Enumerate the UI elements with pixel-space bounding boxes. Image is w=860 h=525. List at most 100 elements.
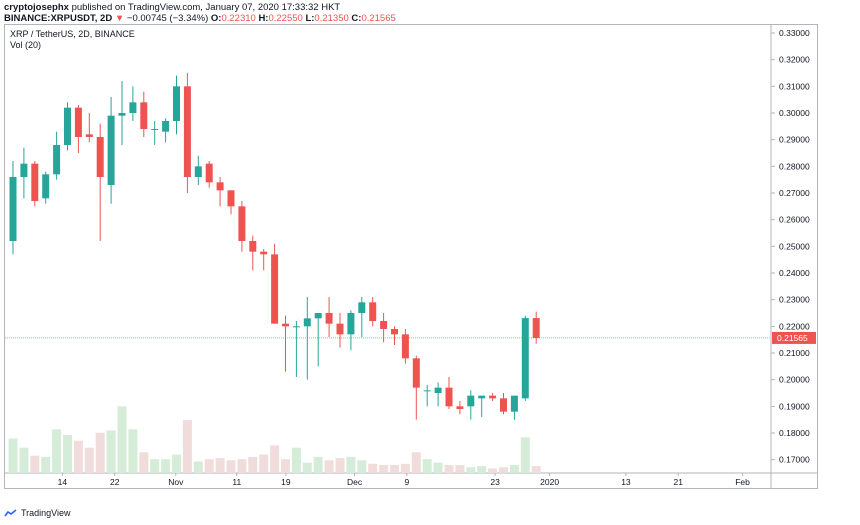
low-value: 0.21350: [314, 13, 349, 24]
open-value: 0.22310: [221, 13, 256, 24]
volume-bar: [226, 460, 236, 473]
volume-bar: [346, 456, 356, 473]
candle-body: [271, 254, 279, 324]
time-tick-label: Dec: [347, 477, 363, 487]
time-tick-label: 13: [621, 477, 631, 487]
volume-bar: [248, 456, 258, 473]
price-tick-label: 0.24000: [779, 268, 810, 278]
volume-bar: [106, 430, 116, 473]
publish-details: published on TradingView.com, January 07…: [71, 2, 341, 13]
candle-body: [489, 395, 497, 399]
time-tick-label: 19: [281, 477, 291, 487]
volume-bar: [41, 456, 51, 473]
volume-bar: [95, 432, 105, 473]
volume-bar: [8, 438, 18, 473]
candle-body: [74, 107, 82, 137]
volume-bar: [444, 464, 454, 473]
candlestick-chart[interactable]: 0.17000 0.18000 0.19000 0.20000 0.21000 0.220…: [5, 25, 817, 488]
candle-body: [456, 406, 464, 409]
volume-bar: [422, 459, 432, 473]
volume-bar: [172, 454, 181, 473]
volume-bar: [499, 467, 508, 473]
price-tick-label: 0.28000: [779, 161, 810, 171]
time-tick-label: 22: [110, 477, 120, 487]
volume-bar: [63, 435, 72, 473]
change-value: −0.00745 (−3.34%): [126, 13, 209, 24]
high-label: H:: [258, 13, 269, 24]
candle-body: [532, 318, 540, 338]
volume-bar: [291, 447, 301, 473]
last-price-label: 0.21565: [777, 333, 808, 343]
volume-bar: [52, 429, 62, 473]
volume-bar: [30, 455, 40, 473]
candle-body: [118, 113, 126, 116]
high-value: 0.22550: [268, 13, 303, 24]
candle-body: [478, 395, 486, 399]
candle-body: [249, 241, 257, 252]
candle-body: [423, 390, 431, 392]
volume-bar: [193, 461, 203, 473]
candle-body: [151, 129, 159, 130]
symbol-label: BINANCE:XRPUSDT, 2D: [4, 13, 113, 24]
price-tick-label: 0.18000: [779, 428, 810, 438]
volume-bar: [237, 459, 247, 473]
volume-bar: [477, 466, 487, 473]
volume-bar: [19, 447, 29, 473]
candle-body: [64, 107, 71, 145]
open-label: O:: [210, 13, 222, 24]
volume-indicator-label: Vol (20): [10, 40, 42, 50]
candle-body: [9, 177, 17, 241]
candle-body: [194, 166, 202, 177]
price-tick-label: 0.21000: [779, 348, 810, 358]
candle-body: [107, 115, 115, 185]
candle-body: [358, 302, 366, 313]
time-tick-label: 21: [674, 477, 684, 487]
candle-body: [314, 313, 322, 319]
footer-brand[interactable]: TradingView: [4, 508, 71, 518]
ohlc-line: BINANCE:XRPUSDT, 2D ▼ −0.00745 (−3.34%) …: [4, 13, 396, 24]
volume-bar: [520, 437, 530, 473]
publish-info: cryptojosephx published on TradingView.c…: [4, 2, 340, 13]
close-label: C:: [351, 13, 362, 24]
last-price-tag: [772, 331, 816, 344]
price-tick-label: 0.33000: [779, 28, 810, 38]
volume-bar: [313, 456, 323, 473]
candle-body: [336, 323, 344, 335]
candle-body: [238, 206, 246, 241]
candle-body: [282, 323, 289, 327]
volume-bar: [182, 420, 192, 473]
volume-bar: [357, 460, 367, 473]
candle-body: [325, 313, 333, 324]
volume-bar: [433, 462, 443, 473]
time-tick-label: 11: [232, 477, 241, 487]
volume-bar: [117, 406, 127, 473]
volume-bar: [335, 458, 345, 473]
price-tick-label: 0.26000: [779, 215, 810, 225]
low-label: L:: [305, 13, 315, 24]
price-tick-label: 0.25000: [779, 241, 810, 251]
time-tick-label: Feb: [735, 477, 750, 487]
chart-area[interactable]: 0.17000 0.18000 0.19000 0.20000 0.21000 0.220…: [4, 24, 818, 489]
brand-name: TradingView: [21, 508, 71, 518]
price-tick-label: 0.20000: [779, 375, 810, 385]
volume-bar: [204, 459, 214, 473]
price-tick-label: 0.32000: [779, 55, 810, 65]
volume-bar: [466, 467, 476, 473]
author-name: cryptojosephx: [4, 2, 69, 13]
volume-bar: [84, 447, 94, 473]
volume-bar: [324, 460, 334, 473]
candle-body: [292, 326, 300, 328]
down-arrow-icon: ▼: [114, 13, 125, 24]
volume-bar: [379, 464, 389, 473]
candle-body: [129, 102, 137, 113]
price-tick-label: 0.19000: [779, 401, 810, 411]
chart-title: XRP / TetherUS, 2D, BINANCE: [10, 29, 135, 39]
volume-bar: [215, 458, 225, 473]
candle-body: [260, 251, 268, 255]
candle-body: [53, 145, 61, 175]
price-tick-label: 0.17000: [779, 455, 810, 465]
candle-body: [521, 318, 529, 399]
time-tick-label: 2020: [540, 477, 559, 487]
volume-bar: [455, 464, 465, 473]
price-tick-label: 0.31000: [779, 81, 810, 91]
